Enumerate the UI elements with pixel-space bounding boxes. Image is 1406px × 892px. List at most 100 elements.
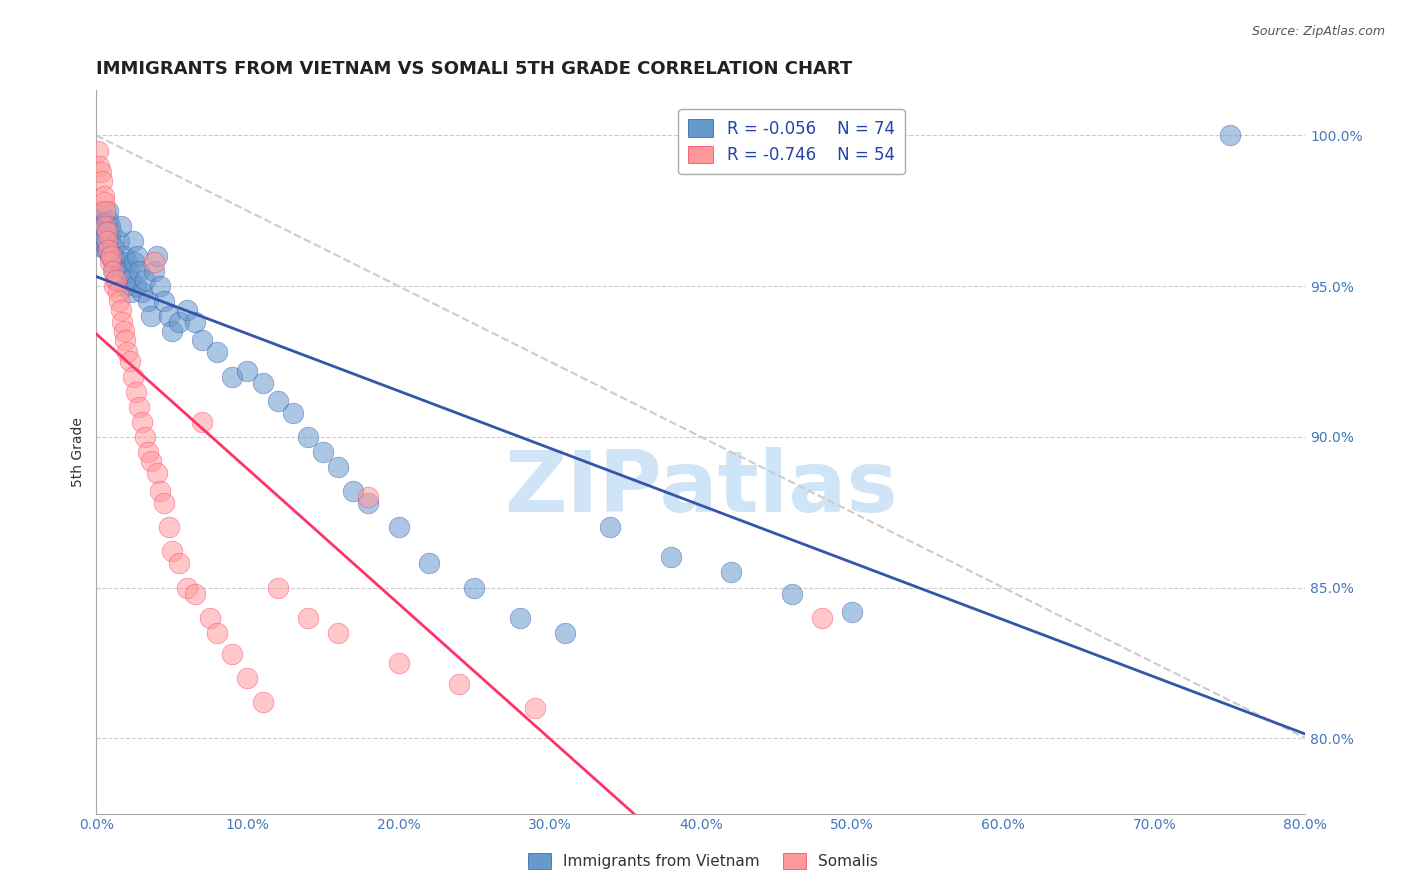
Immigrants from Vietnam — [418, 557, 440, 571]
Immigrants from Vietnam — [96, 243, 118, 257]
Somalis — [149, 484, 172, 499]
Somalis — [131, 415, 153, 429]
Immigrants from Vietnam — [108, 234, 131, 248]
Somalis — [101, 264, 124, 278]
Somalis — [98, 255, 121, 269]
Immigrants from Vietnam — [267, 393, 290, 408]
Somalis — [94, 203, 117, 218]
Somalis — [91, 174, 114, 188]
Immigrants from Vietnam — [90, 212, 112, 227]
Somalis — [94, 219, 117, 233]
Somalis — [207, 625, 229, 640]
Somalis — [252, 695, 274, 709]
Immigrants from Vietnam — [100, 225, 122, 239]
Somalis — [191, 415, 214, 429]
Immigrants from Vietnam — [136, 294, 159, 309]
Somalis — [108, 294, 131, 309]
Immigrants from Vietnam — [101, 240, 124, 254]
Immigrants from Vietnam — [252, 376, 274, 390]
Somalis — [115, 345, 138, 359]
Somalis — [328, 625, 350, 640]
Legend: Immigrants from Vietnam, Somalis: Immigrants from Vietnam, Somalis — [522, 847, 884, 875]
Immigrants from Vietnam — [328, 460, 350, 475]
Immigrants from Vietnam — [114, 279, 136, 293]
Somalis — [267, 581, 290, 595]
Immigrants from Vietnam — [115, 255, 138, 269]
Immigrants from Vietnam — [131, 285, 153, 300]
Immigrants from Vietnam — [281, 406, 304, 420]
Immigrants from Vietnam — [342, 484, 364, 499]
Immigrants from Vietnam — [89, 225, 111, 239]
Somalis — [136, 445, 159, 459]
Somalis — [114, 334, 136, 348]
Immigrants from Vietnam — [149, 279, 172, 293]
Immigrants from Vietnam — [128, 264, 150, 278]
Text: IMMIGRANTS FROM VIETNAM VS SOMALI 5TH GRADE CORRELATION CHART: IMMIGRANTS FROM VIETNAM VS SOMALI 5TH GR… — [97, 60, 852, 78]
Immigrants from Vietnam — [117, 264, 139, 278]
Immigrants from Vietnam — [103, 264, 125, 278]
Somalis — [134, 430, 156, 444]
Immigrants from Vietnam — [599, 520, 621, 534]
Immigrants from Vietnam — [357, 496, 380, 510]
Immigrants from Vietnam — [207, 345, 229, 359]
Immigrants from Vietnam — [153, 294, 176, 309]
Somalis — [183, 586, 205, 600]
Immigrants from Vietnam — [221, 369, 243, 384]
Somalis — [176, 581, 198, 595]
Immigrants from Vietnam — [98, 219, 121, 233]
Somalis — [96, 225, 118, 239]
Somalis — [810, 610, 832, 624]
Somalis — [93, 194, 115, 209]
Immigrants from Vietnam — [91, 240, 114, 254]
Immigrants from Vietnam — [176, 303, 198, 318]
Immigrants from Vietnam — [124, 279, 146, 293]
Immigrants from Vietnam — [139, 310, 162, 324]
Immigrants from Vietnam — [841, 605, 863, 619]
Somalis — [110, 303, 132, 318]
Immigrants from Vietnam — [118, 273, 141, 287]
Immigrants from Vietnam — [93, 216, 115, 230]
Somalis — [97, 243, 120, 257]
Somalis — [103, 279, 125, 293]
Immigrants from Vietnam — [554, 625, 576, 640]
Immigrants from Vietnam — [1219, 128, 1241, 143]
Legend: R = -0.056    N = 74, R = -0.746    N = 54: R = -0.056 N = 74, R = -0.746 N = 54 — [678, 110, 904, 174]
Somalis — [87, 144, 110, 158]
Immigrants from Vietnam — [112, 249, 135, 263]
Immigrants from Vietnam — [120, 285, 142, 300]
Somalis — [112, 324, 135, 338]
Somalis — [111, 315, 134, 329]
Somalis — [139, 454, 162, 468]
Immigrants from Vietnam — [659, 550, 682, 565]
Text: ZIPatlas: ZIPatlas — [503, 447, 898, 530]
Somalis — [160, 544, 183, 558]
Immigrants from Vietnam — [94, 231, 117, 245]
Somalis — [221, 647, 243, 661]
Immigrants from Vietnam — [780, 586, 803, 600]
Somalis — [118, 354, 141, 368]
Immigrants from Vietnam — [96, 237, 118, 252]
Immigrants from Vietnam — [312, 445, 335, 459]
Somalis — [96, 234, 118, 248]
Immigrants from Vietnam — [297, 430, 319, 444]
Immigrants from Vietnam — [388, 520, 411, 534]
Immigrants from Vietnam — [105, 273, 128, 287]
Immigrants from Vietnam — [183, 315, 205, 329]
Immigrants from Vietnam — [101, 255, 124, 269]
Immigrants from Vietnam — [142, 264, 165, 278]
Somalis — [297, 610, 319, 624]
Immigrants from Vietnam — [94, 227, 117, 242]
Somalis — [146, 466, 169, 480]
Somalis — [105, 273, 128, 287]
Immigrants from Vietnam — [720, 566, 742, 580]
Immigrants from Vietnam — [157, 310, 180, 324]
Immigrants from Vietnam — [97, 203, 120, 218]
Immigrants from Vietnam — [160, 324, 183, 338]
Immigrants from Vietnam — [87, 219, 110, 233]
Somalis — [124, 384, 146, 399]
Immigrants from Vietnam — [169, 315, 191, 329]
Immigrants from Vietnam — [103, 249, 125, 263]
Immigrants from Vietnam — [121, 234, 143, 248]
Somalis — [93, 188, 115, 202]
Somalis — [169, 557, 191, 571]
